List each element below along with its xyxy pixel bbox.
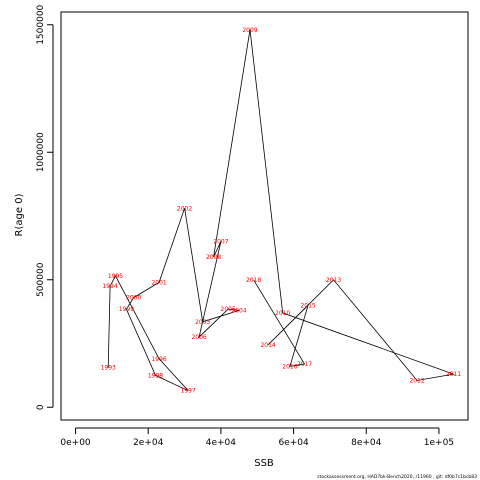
year-label-1999: 1999 [119,306,134,313]
year-label-2012: 2012 [409,377,424,384]
x-tick-label: 1e+05 [424,438,454,448]
year-label-1996: 1996 [151,356,166,363]
year-label-2007: 2007 [213,239,228,246]
year-label-1995: 1995 [108,273,123,280]
year-label-1997: 1997 [181,388,196,395]
footer-caption: stockassessment.org, HAD7bk-Bench2020, r… [317,474,477,480]
plot-box [60,11,469,421]
x-tick-label: 2e+04 [133,438,164,448]
year-label-2000: 2000 [126,295,141,302]
series-line [107,29,456,392]
x-tick-label: 0e+00 [60,438,91,448]
x-axis-title: SSB [254,458,274,469]
year-label-2006: 2006 [191,334,206,341]
year-label-2015: 2015 [300,302,315,309]
year-label-2018: 2018 [246,277,261,284]
year-label-2016: 2016 [282,363,297,370]
year-label-2003: 2003 [195,319,210,326]
year-label-2001: 2001 [151,279,166,286]
year-label-2010: 2010 [275,310,290,317]
point-labels: 1993 1994 1995 1996 1997 1998 1999 2000 2001 2002… [101,27,462,395]
year-label-2004: 2004 [231,307,246,314]
y-tick-label: 500000 [36,262,46,297]
year-label-2009: 2009 [242,27,257,34]
year-label-2005: 2005 [221,306,236,313]
recruitment-trajectory-line [107,29,456,392]
y-tick-label: 0 [36,404,46,410]
x-tick-label: 8e+04 [351,438,382,448]
year-label-1993: 1993 [101,365,116,372]
year-label-2017: 2017 [297,361,312,368]
year-label-2013: 2013 [326,277,341,284]
year-label-2011: 2011 [446,371,461,378]
plot-frame [60,11,469,421]
y-axis: 0 500000 1000000 1500000 [36,4,54,410]
year-label-2002: 2002 [177,205,192,212]
y-axis-title: R(age 0) [14,193,25,236]
year-label-2008: 2008 [206,254,221,261]
x-tick-label: 4e+04 [206,438,237,448]
x-tick-label: 6e+04 [278,438,309,448]
y-tick-label: 1000000 [36,132,46,172]
year-label-1998: 1998 [148,372,163,379]
y-tick-label: 1500000 [36,4,46,44]
year-label-1994: 1994 [102,283,117,290]
year-label-2014: 2014 [260,342,275,349]
x-axis: 0e+00 2e+04 4e+04 6e+04 8e+04 1e+05 [60,427,454,448]
